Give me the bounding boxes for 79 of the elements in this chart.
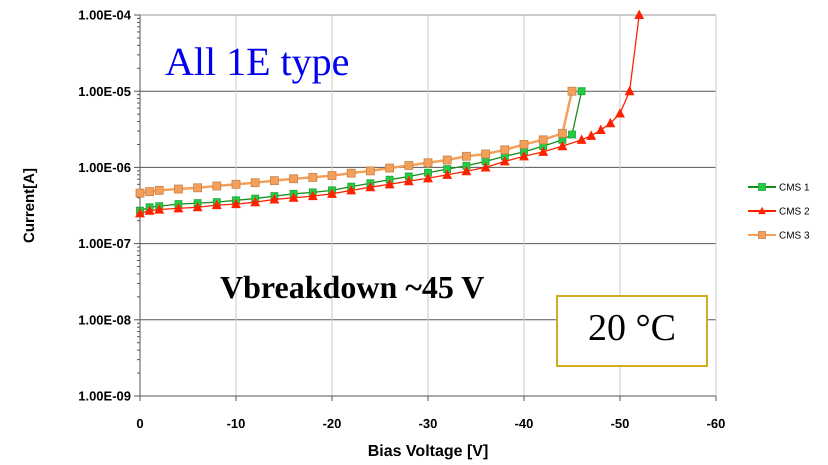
point (605, 118, 616, 128)
point (424, 158, 432, 168)
point (154, 186, 164, 195)
x-tick-label: 0 (136, 416, 144, 431)
point (135, 208, 145, 218)
point (193, 183, 202, 192)
legend-label: CMS 2 (779, 206, 810, 218)
point (154, 204, 164, 214)
point (212, 200, 222, 210)
point (538, 135, 548, 144)
point (520, 140, 528, 149)
x-tick-label: -20 (322, 416, 342, 431)
annotation: Vbreakdown ~45 V (220, 269, 484, 305)
point (568, 86, 576, 96)
point (385, 164, 394, 172)
x-tick-label: -30 (418, 416, 438, 431)
point (289, 174, 298, 184)
point (462, 152, 471, 161)
point (174, 184, 183, 194)
y-tick-label: 1.00E-08 (78, 312, 131, 328)
annotation: All 1E type (165, 39, 350, 84)
x-axis-title: Bias Voltage [V] (368, 443, 488, 460)
point (231, 198, 241, 208)
point (269, 194, 280, 204)
point (136, 188, 144, 198)
x-tick-label: -50 (610, 416, 630, 431)
point (578, 87, 586, 96)
point (500, 145, 510, 154)
point (481, 150, 490, 158)
point (232, 180, 240, 189)
point (144, 205, 155, 215)
point (480, 162, 491, 172)
point (173, 202, 184, 212)
point (442, 156, 452, 164)
x-tick-label: -40 (514, 416, 534, 431)
x-tick-label: -10 (226, 416, 246, 431)
point (328, 171, 336, 180)
point (145, 187, 154, 196)
point (558, 128, 567, 138)
point (568, 130, 576, 138)
point (634, 10, 644, 20)
point (404, 176, 414, 186)
point (624, 86, 635, 96)
point (365, 182, 376, 192)
point (461, 166, 472, 176)
point (250, 196, 260, 206)
point (442, 169, 452, 179)
point (346, 184, 356, 194)
x-tick-label: -60 (706, 416, 726, 431)
point (288, 192, 299, 202)
point (538, 146, 548, 156)
point (212, 182, 222, 190)
legend-label: CMS 3 (779, 230, 810, 242)
y-tick-label: 1.00E-04 (78, 8, 132, 23)
point (404, 161, 414, 170)
point (615, 108, 625, 118)
point (519, 150, 529, 160)
point (500, 156, 510, 166)
point (192, 202, 203, 212)
point (586, 130, 596, 140)
point (596, 124, 606, 134)
y-tick-label: 1.00E-07 (78, 236, 131, 252)
point (576, 134, 587, 144)
point (327, 188, 337, 198)
point (384, 178, 395, 188)
point (250, 178, 260, 188)
point (366, 166, 375, 176)
point (423, 172, 433, 182)
point (308, 190, 318, 200)
point (270, 176, 279, 186)
annotation: 20 °C (588, 307, 676, 349)
y-tick-label: 1.00E-09 (78, 388, 131, 404)
point (308, 172, 318, 182)
y-tick-label: 1.00E-06 (78, 160, 131, 175)
legend-label: CMS 1 (779, 182, 810, 194)
y-axis-title: Current[A] (21, 168, 38, 243)
point (346, 168, 356, 178)
y-tick-label: 1.00E-05 (78, 84, 131, 99)
point (557, 140, 568, 150)
